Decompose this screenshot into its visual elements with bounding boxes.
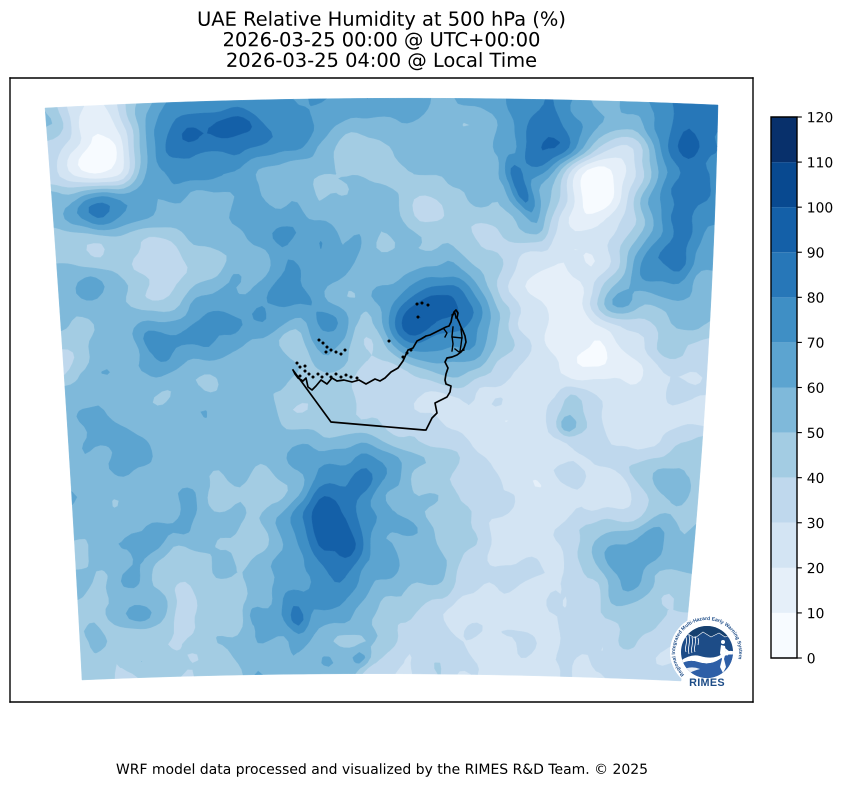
svg-text:RIMES: RIMES [689, 677, 725, 689]
